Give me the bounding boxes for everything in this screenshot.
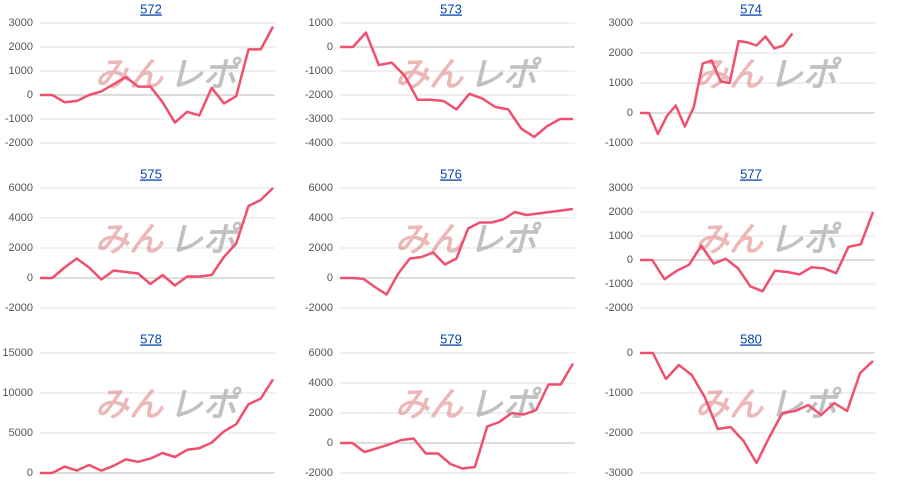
y-tick-label: 1000 (9, 65, 33, 77)
chart-title[interactable]: 580 (740, 331, 762, 346)
y-tick-label: 0 (327, 272, 333, 284)
watermark-left: みん (695, 386, 764, 424)
y-tick-label: 1000 (609, 230, 633, 242)
y-tick-label: 10000 (2, 387, 33, 399)
y-tick-label: 4000 (309, 212, 333, 224)
chart-title[interactable]: 572 (140, 1, 162, 16)
chart-panel: 572 -2000 -1000 0 1000 2000 3000 みん レポ (5, 1, 275, 149)
watermark: みん レポ (95, 221, 242, 259)
watermark: みん レポ (695, 221, 842, 259)
y-tick-label: 2000 (609, 47, 633, 59)
y-tick-label: 3000 (609, 182, 633, 194)
y-tick-label: -1000 (305, 65, 333, 77)
y-tick-label: -3000 (305, 113, 333, 125)
data-line (640, 211, 875, 293)
y-tick-label: 15000 (2, 347, 33, 359)
y-tick-label: 6000 (9, 182, 33, 194)
data-line (340, 207, 574, 296)
chart-title[interactable]: 578 (140, 331, 162, 346)
data-line (640, 351, 874, 465)
chart-panel: 576 -2000 0 2000 4000 6000 みん レポ (305, 166, 575, 314)
data-line (40, 26, 275, 124)
y-tick-label: 0 (327, 437, 333, 449)
y-tick-label: -3000 (605, 467, 633, 479)
watermark-right: レポ (169, 386, 242, 424)
y-tick-label: 3000 (9, 17, 33, 29)
watermark-right: レポ (469, 221, 542, 259)
data-line (340, 362, 575, 470)
watermark: みん レポ (95, 56, 242, 94)
data-line (340, 31, 573, 139)
y-tick-label: 3000 (609, 17, 633, 29)
watermark-left: みん (395, 386, 464, 424)
watermark-right: レポ (469, 56, 542, 94)
chart-panel: 578 0 5000 10000 15000 みん レポ (2, 331, 275, 479)
watermark: みん レポ (695, 386, 842, 424)
data-line (40, 187, 274, 287)
watermark: みん レポ (395, 56, 542, 94)
y-tick-label: -1000 (605, 137, 633, 149)
y-tick-label: -2000 (305, 89, 333, 101)
watermark-left: みん (95, 386, 164, 424)
y-tick-label: -2000 (605, 302, 633, 314)
y-tick-label: 6000 (309, 182, 333, 194)
watermark-right: レポ (169, 221, 242, 259)
y-tick-label: -1000 (605, 387, 633, 399)
y-tick-label: -2000 (5, 302, 33, 314)
chart-title[interactable]: 575 (140, 166, 162, 181)
chart-title[interactable]: 579 (440, 331, 462, 346)
y-tick-label: 4000 (9, 212, 33, 224)
data-line (40, 378, 275, 475)
chart-title[interactable]: 573 (440, 1, 462, 16)
y-tick-label: -1000 (5, 113, 33, 125)
data-line (640, 32, 794, 136)
y-tick-label: -4000 (305, 137, 333, 149)
chart-panel: 577 -2000 -1000 0 1000 2000 3000 みん レポ (605, 166, 875, 314)
y-tick-label: 0 (27, 89, 33, 101)
watermark-right: レポ (769, 221, 842, 259)
chart-title[interactable]: 577 (740, 166, 762, 181)
watermark: みん レポ (95, 386, 242, 424)
y-tick-label: -2000 (305, 467, 333, 479)
y-tick-label: 1000 (609, 77, 633, 89)
y-tick-label: 5000 (9, 427, 33, 439)
y-tick-label: 2000 (9, 242, 33, 254)
chart-panel: 579 -2000 0 2000 4000 6000 みん レポ (305, 331, 575, 479)
watermark: みん レポ (395, 221, 542, 259)
y-tick-label: 0 (27, 272, 33, 284)
watermark-left: みん (395, 56, 464, 94)
watermark: みん レポ (695, 56, 842, 94)
watermark: みん レポ (395, 386, 542, 424)
y-tick-label: 1000 (309, 17, 333, 29)
watermark-left: みん (95, 221, 164, 259)
y-tick-label: 4000 (309, 377, 333, 389)
watermark-right: レポ (769, 56, 842, 94)
chart-panel: 574 -1000 0 1000 2000 3000 みん レポ (605, 1, 875, 149)
y-tick-label: -2000 (5, 137, 33, 149)
y-tick-label: 0 (27, 467, 33, 479)
y-tick-label: 0 (627, 107, 633, 119)
y-tick-label: 6000 (309, 347, 333, 359)
y-tick-label: 2000 (9, 41, 33, 53)
y-tick-label: 0 (327, 41, 333, 53)
y-tick-label: -1000 (605, 278, 633, 290)
y-tick-label: 0 (627, 254, 633, 266)
chart-title[interactable]: 576 (440, 166, 462, 181)
y-tick-label: 2000 (309, 407, 333, 419)
y-tick-label: 2000 (609, 206, 633, 218)
chart-panel: 580 -3000 -2000 -1000 0 みん レポ (605, 331, 875, 479)
y-tick-label: -2000 (305, 302, 333, 314)
chart-panel: 575 -2000 0 2000 4000 6000 みん レポ (5, 166, 275, 314)
y-tick-label: 2000 (309, 242, 333, 254)
chart-title[interactable]: 574 (740, 1, 762, 16)
y-tick-label: 0 (627, 347, 633, 359)
watermark-right: レポ (169, 56, 242, 94)
y-tick-label: -2000 (605, 427, 633, 439)
chart-panel: 573 -4000 -3000 -2000 -1000 0 1000 みん レポ (305, 1, 575, 149)
